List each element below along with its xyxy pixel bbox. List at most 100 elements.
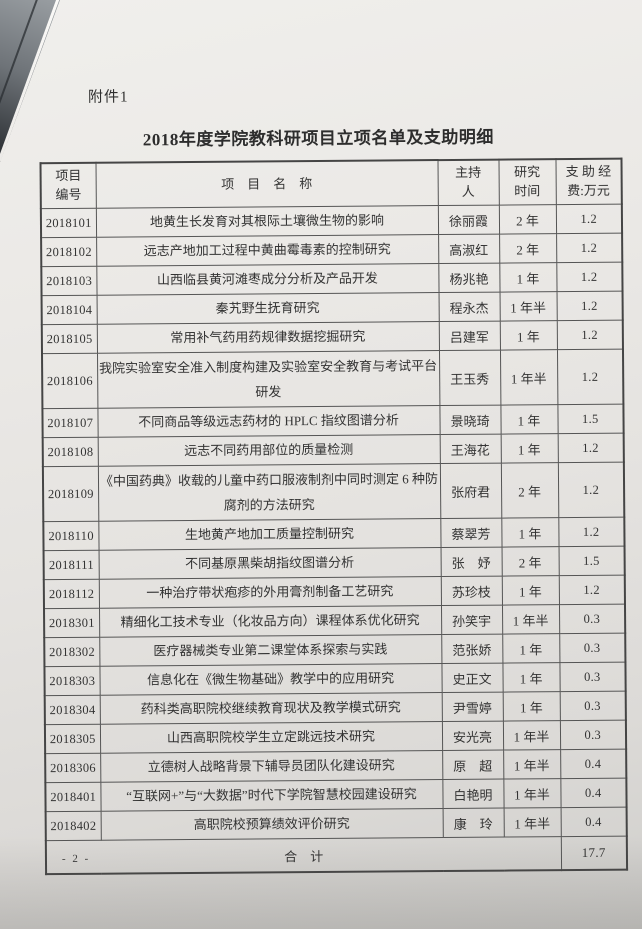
col-header-project-name: 项 目 名 称 — [95, 160, 438, 209]
duration-cell: 1 年 — [502, 691, 560, 722]
host-cell: 张 妤 — [440, 547, 502, 577]
project-no-cell: 2018108 — [42, 437, 98, 467]
host-cell: 景晓琦 — [439, 405, 501, 435]
duration-cell: 1 年半 — [501, 604, 560, 635]
project-table: 项目 编号 项 目 名 称 主持 人 研究 时间 支 助 经 费:万元 — [39, 157, 629, 876]
project-name-cell: 精细化工技术专业（化妆品方向）课程体系优化研究 — [99, 605, 442, 638]
table-header-row: 项目 编号 项 目 名 称 主持 人 研究 时间 支 助 经 费:万元 — [40, 158, 622, 209]
project-no-cell: 2018105 — [41, 324, 97, 354]
project-no-cell: 2018303 — [44, 666, 100, 696]
table-row: 2018109 《中国药典》收载的儿童中药口服液制剂中同时测定 6 种防腐剂的方法… — [42, 462, 625, 522]
fund-cell-value: 0.3 — [559, 662, 626, 692]
fund-cell-value: 1.2 — [555, 204, 623, 234]
duration-cell: 1 年半 — [502, 720, 561, 751]
project-no-cell: 2018109 — [42, 466, 99, 522]
col-header-host-line2: 人 — [461, 183, 475, 199]
project-no-cell: 2018103 — [41, 266, 97, 296]
fund-cell-value: 0.4 — [560, 807, 627, 837]
project-name-cell: 《中国药典》收载的儿童中药口服液制剂中同时测定 6 种防腐剂的方法研究 — [97, 463, 441, 522]
project-name-cell: 山西临县黄河滩枣成分分析及产品开发 — [96, 263, 439, 296]
host-cell: 吕建军 — [438, 321, 500, 351]
table-row: 2018105 常用补气药用药规律数据挖掘研究 吕建军 1 年 1.2 — [41, 320, 623, 354]
project-name-cell: 秦艽野生抚育研究 — [96, 292, 439, 325]
col-header-duration-line1: 研究 — [514, 164, 541, 180]
project-no-cell: 2018106 — [41, 353, 98, 409]
table-row: 2018305 山西高职院校学生立定跳远技术研究 安光亮 1 年半 0.3 — [44, 720, 627, 754]
host-cell: 白艳明 — [442, 779, 504, 809]
project-name-cell: 药科类高职院校继续教育现状及教学模式研究 — [99, 692, 442, 725]
col-header-fund-line1: 支 助 经 — [565, 163, 612, 180]
duration-cell: 1 年 — [501, 575, 559, 606]
page-title: 2018年度学院教科研项目立项名单及支助明细 — [142, 127, 494, 150]
project-name-cell: 信息化在《微生物基础》教学中的应用研究 — [99, 663, 442, 696]
project-name-cell: 不同基原黑柴胡指纹图谱分析 — [98, 547, 441, 580]
host-cell: 张府君 — [439, 463, 502, 519]
project-name-cell: 远志产地加工过程中黄曲霉毒素的控制研究 — [96, 234, 439, 267]
fund-cell-value: 0.4 — [560, 749, 627, 779]
project-name-cell: 生地黄产地加工质量控制研究 — [98, 518, 441, 551]
table-row: 2018107 不同商品等级远志药材的 HPLC 指纹图谱分析 景晓琦 1 年 1.5 — [42, 404, 624, 438]
fund-cell-value: 0.3 — [558, 604, 626, 634]
host-cell: 安光亮 — [441, 721, 504, 751]
project-name-cell: 地黄生长发育对其根际土壤微生物的影响 — [95, 205, 439, 238]
host-cell: 徐丽霞 — [437, 205, 500, 235]
table-row: 2018301 精细化工技术专业（化妆品方向）课程体系优化研究 孙笑宇 1 年半 0.3 — [44, 604, 626, 638]
duration-cell: 1 年半 — [499, 349, 558, 406]
host-cell: 孙笑宇 — [440, 605, 503, 635]
attachment-label: 附件1 — [87, 89, 129, 106]
table-row: 2018110 生地黄产地加工质量控制研究 蔡翠芳 1 年 1.2 — [43, 517, 625, 551]
project-name-cell: 山西高职院校学生立定跳远技术研究 — [99, 721, 443, 754]
project-name-cell: 立德树人战略背景下辅导员团队化建设研究 — [100, 750, 443, 783]
col-header-duration-line2: 时间 — [514, 183, 541, 199]
host-cell: 王玉秀 — [438, 350, 501, 406]
project-name-cell: 我院实验室安全准入制度构建及实验室安全教育与考试平台研发 — [96, 350, 440, 409]
fund-cell-value: 1.2 — [557, 433, 624, 463]
duration-cell: 1 年半 — [503, 807, 561, 838]
project-no-cell: 2018102 — [41, 237, 97, 267]
project-no-cell: 2018306 — [45, 753, 101, 783]
project-name-cell: 一种治疗带状疱疹的外用膏剂制备工艺研究 — [98, 576, 441, 609]
fund-cell-value: 1.2 — [556, 320, 623, 350]
duration-cell: 1 年半 — [499, 291, 557, 322]
duration-cell: 1 年 — [502, 662, 560, 693]
host-cell: 高淑红 — [438, 234, 500, 264]
table-row: 2018304 药科类高职院校继续教育现状及教学模式研究 尹雪婷 1 年 0.3 — [44, 691, 626, 725]
host-cell: 杨兆艳 — [438, 263, 500, 293]
project-no-cell: 2018110 — [43, 521, 99, 551]
fund-cell-value: 1.2 — [558, 517, 625, 547]
project-no-cell: 2018301 — [44, 608, 100, 638]
fund-cell-value: 1.5 — [557, 404, 624, 434]
col-header-fund: 支 助 经 费:万元 — [555, 158, 622, 205]
table-row: 2018302 医疗器械类专业第二课堂体系探索与实践 范张娇 1 年 0.3 — [44, 633, 626, 667]
page-number: - 2 - — [61, 852, 91, 866]
col-header-fund-line2: 费:万元 — [567, 182, 610, 199]
duration-cell: 2 年 — [498, 204, 557, 235]
project-no-cell: 2018302 — [44, 637, 100, 667]
duration-cell: 1 年 — [500, 433, 558, 464]
duration-cell: 1 年 — [499, 320, 557, 351]
project-name-cell: “互联网+”与“大数据”时代下学院智慧校园建设研究 — [100, 779, 443, 812]
duration-cell: 2 年 — [499, 233, 557, 264]
table-row: 2018106 我院实验室安全准入制度构建及实验室安全教育与考试平台研发 王玉秀 1 … — [41, 349, 624, 409]
table-row: 2018101 地黄生长发育对其根际土壤微生物的影响 徐丽霞 2 年 1.2 — [40, 204, 623, 238]
duration-cell: 1 年半 — [503, 749, 561, 780]
fund-cell-value: 1.2 — [556, 233, 623, 263]
host-cell: 康 玲 — [442, 808, 504, 838]
project-no-cell: 2018305 — [44, 724, 101, 754]
project-no-cell: 2018111 — [43, 550, 99, 580]
fund-cell-value: 0.3 — [559, 720, 627, 750]
duration-cell: 1 年 — [501, 517, 559, 548]
table-row: 2018108 远志不同药用部位的质量检测 王海花 1 年 1.2 — [42, 433, 624, 467]
project-no-cell: 2018107 — [42, 408, 98, 438]
duration-cell: 1 年半 — [503, 778, 561, 809]
total-label: 合 计 — [45, 836, 562, 875]
project-no-cell: 2018101 — [40, 208, 97, 238]
duration-cell: 2 年 — [500, 462, 559, 519]
host-cell: 史正文 — [441, 663, 503, 693]
host-cell: 尹雪婷 — [441, 692, 503, 722]
fund-cell-value: 1.2 — [558, 575, 625, 605]
host-cell: 原 超 — [442, 750, 504, 780]
host-cell: 蔡翠芳 — [440, 518, 502, 548]
